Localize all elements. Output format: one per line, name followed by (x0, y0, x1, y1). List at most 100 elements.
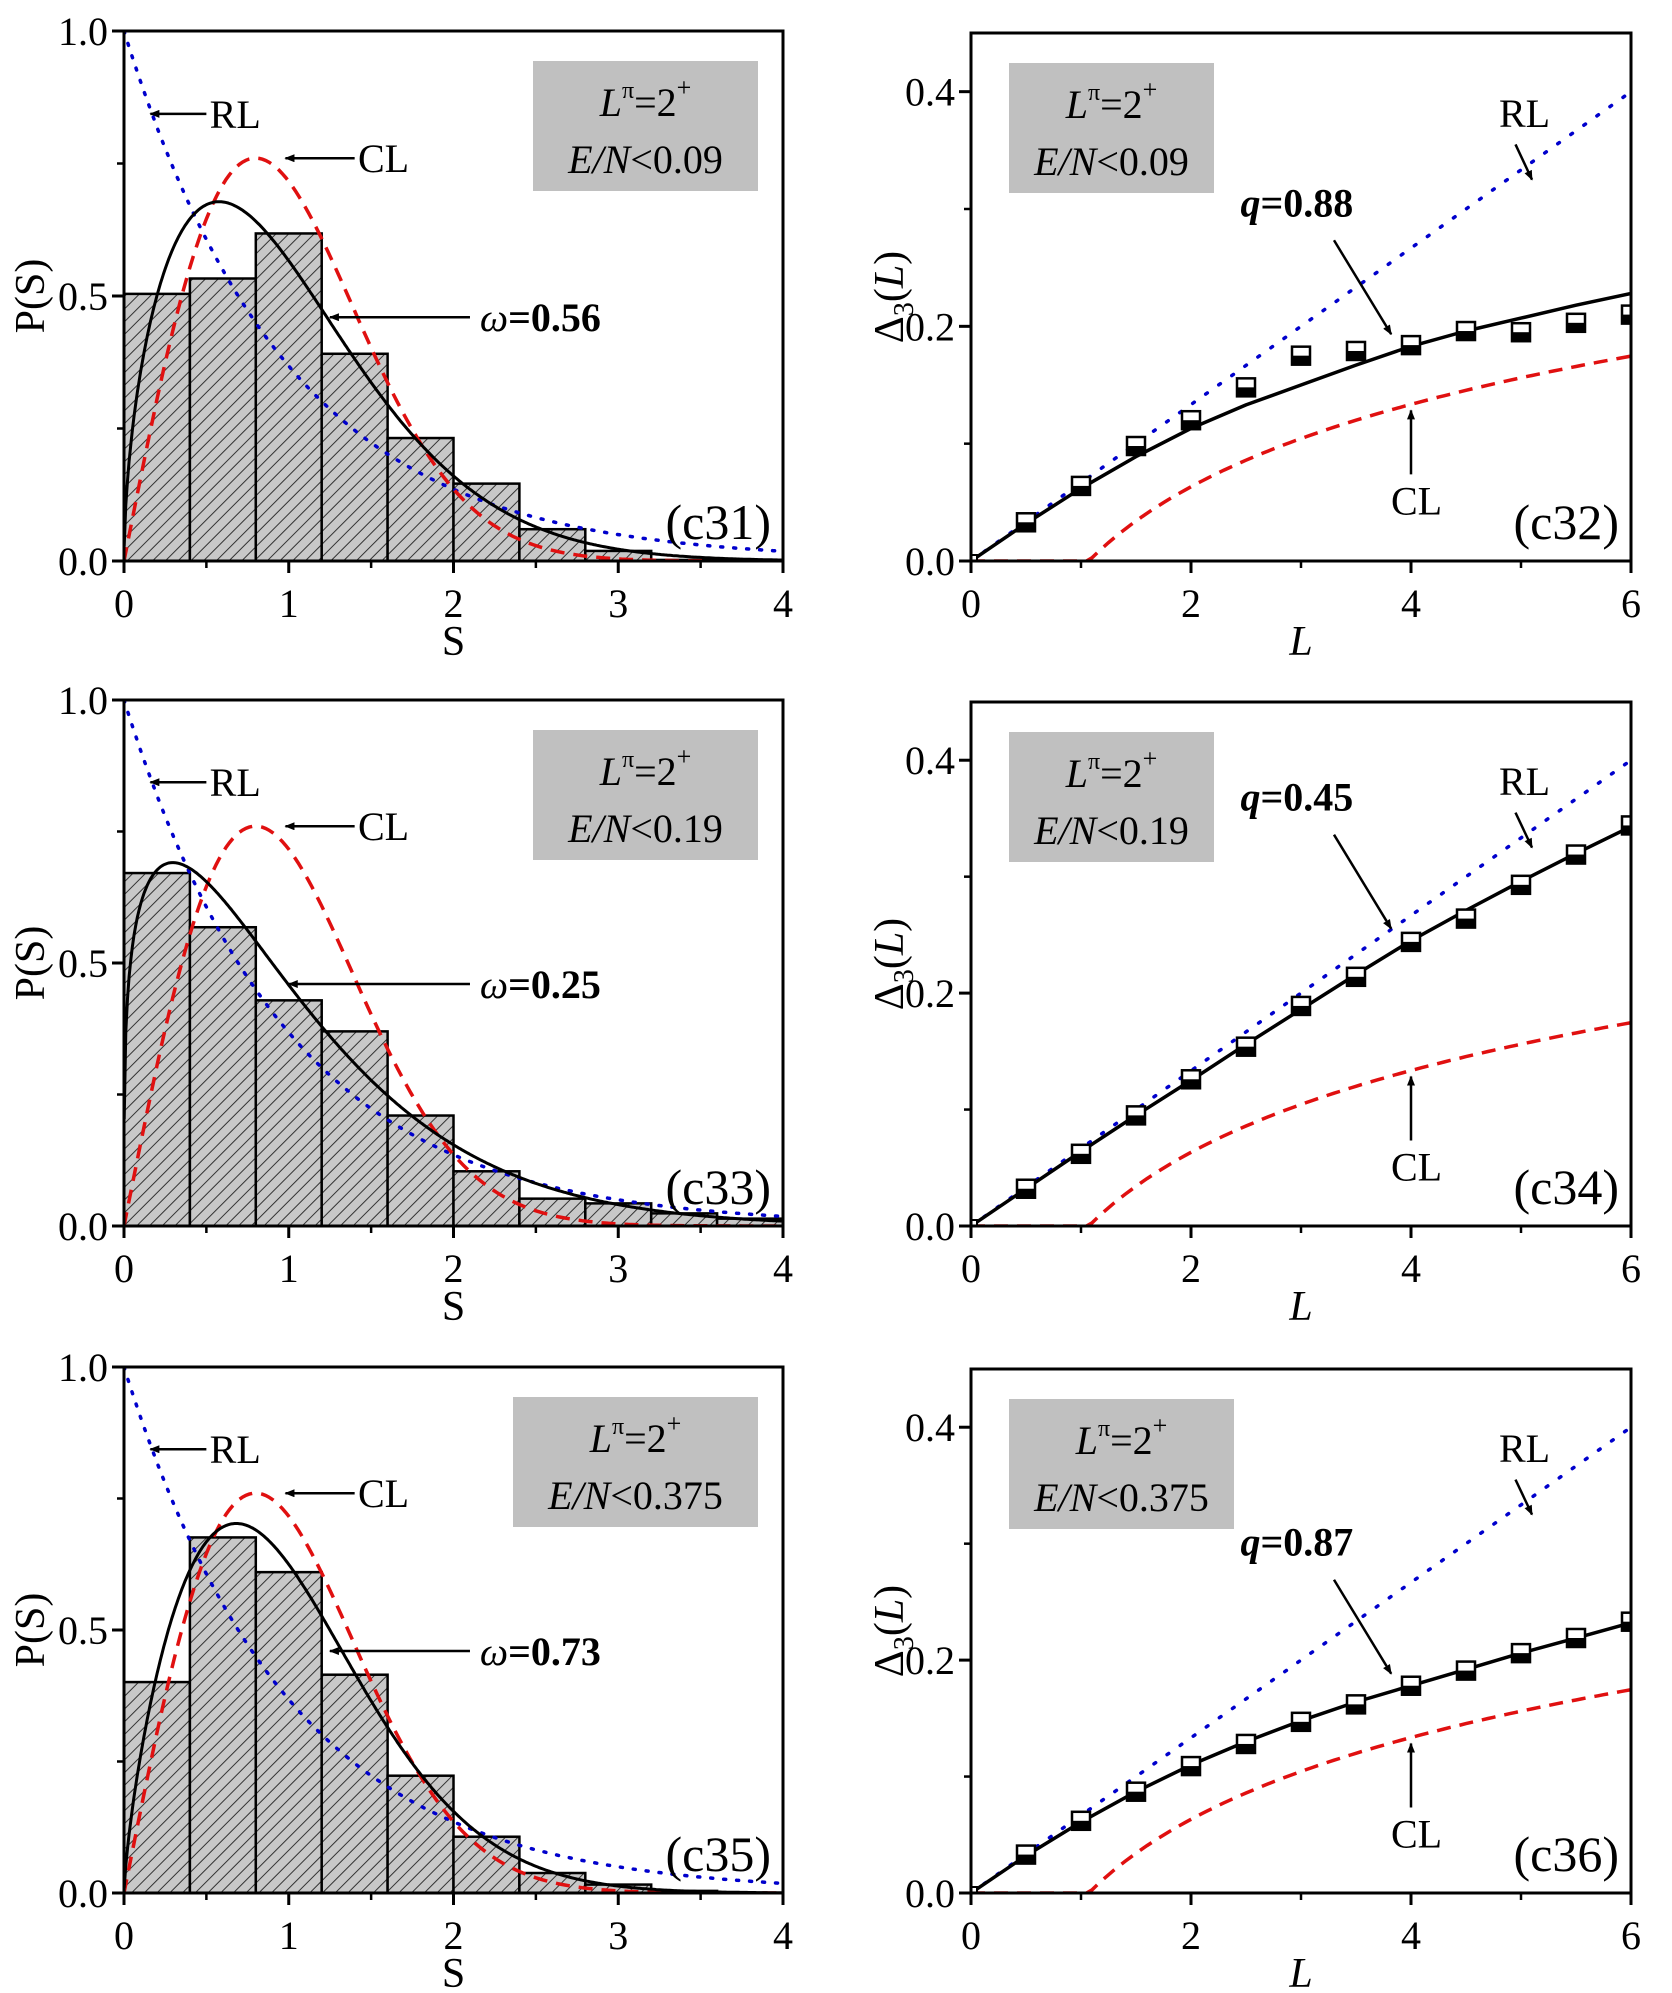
cl-label: CL (358, 804, 409, 849)
data-point (1235, 377, 1257, 398)
y-tick-label: 1.0 (58, 678, 108, 723)
data-point (1455, 908, 1477, 929)
info-box-background (1009, 63, 1214, 193)
histogram-bar (386, 436, 455, 561)
y-tick-label: 0.2 (905, 971, 955, 1016)
x-tick-label: 4 (1401, 581, 1421, 626)
x-tick-label: 4 (1401, 1913, 1421, 1958)
data-point (1180, 1755, 1202, 1777)
x-axis-title: L (1288, 1284, 1312, 1330)
info-box-background (533, 730, 758, 860)
data-point (1125, 1105, 1147, 1126)
histogram-bar (386, 1774, 455, 1893)
rl-poisson-curve (124, 700, 783, 1219)
rl-label: RL (210, 92, 261, 137)
data-point (1400, 334, 1422, 356)
marker-fill (1567, 854, 1585, 864)
data-point (1455, 320, 1477, 342)
data-point (1620, 304, 1631, 325)
origin-marker (971, 554, 978, 561)
histogram-bar (188, 277, 258, 561)
marker-fill (1182, 420, 1200, 430)
angular-momentum-parity-label: Lπ=2+ (1075, 1411, 1168, 1463)
data-point (1565, 844, 1587, 865)
marker-fill (1512, 1653, 1530, 1663)
histogram-bar (254, 1570, 323, 1893)
x-tick-label: 0 (961, 581, 981, 626)
data-point (1400, 1675, 1422, 1696)
rl-delta3-line (971, 89, 1631, 561)
data-point (1125, 435, 1147, 457)
origin-marker (971, 1219, 978, 1226)
marker-fill (1017, 1854, 1035, 1864)
angular-momentum-parity-label: Lπ=2+ (1065, 75, 1158, 127)
data-point (1180, 409, 1202, 431)
energy-cutoff-label: E/N<0.09 (1033, 139, 1189, 184)
marker-fill (1567, 1637, 1585, 1647)
x-axis-title: S (442, 1951, 465, 1993)
angular-momentum-parity-label: Lπ=2+ (599, 73, 692, 125)
omega-label: ω=0.25 (480, 962, 601, 1007)
histogram-bar (386, 1114, 455, 1226)
histogram-bar (452, 482, 521, 561)
y-axis-title: Δ3(L) (867, 251, 920, 343)
marker-fill (1402, 345, 1420, 355)
x-tick-label: 4 (773, 1246, 793, 1291)
data-point (1070, 475, 1092, 497)
info-box-background (1009, 1399, 1234, 1529)
data-point (1345, 1694, 1367, 1715)
marker-fill (1402, 941, 1420, 951)
panel-c35: 0 1 2 3 4 0.0 0.5 1.0 S P(S) Lπ=2+ E/N<0.375 (c35) RL… (8, 1345, 793, 1993)
angular-momentum-parity-label: Lπ=2+ (599, 742, 692, 794)
histogram-bar (452, 1170, 521, 1226)
y-axis-title: Δ3(L) (867, 918, 920, 1010)
cl-label: CL (358, 1471, 409, 1516)
histogram-bar (452, 1835, 521, 1893)
data-point (1400, 931, 1422, 953)
x-tick-label: 2 (444, 1913, 464, 1958)
rl-label: RL (210, 1427, 261, 1472)
y-tick-label: 0.0 (905, 1871, 955, 1916)
data-point (1345, 340, 1367, 362)
data-point (1235, 1733, 1257, 1755)
data-point (1620, 1611, 1631, 1632)
marker-fill (1457, 918, 1475, 928)
marker-fill (1017, 522, 1035, 532)
info-box: Lπ=2+ E/N<0.19 (1009, 732, 1214, 862)
marker-fill (1512, 884, 1530, 894)
histogram-bar (518, 1197, 587, 1226)
rl-delta3-line (971, 758, 1631, 1226)
marker-fill (1457, 1670, 1475, 1680)
x-tick-label: 2 (444, 1246, 464, 1291)
marker-fill (1017, 1188, 1035, 1198)
rl-arrow (1514, 1479, 1534, 1516)
data-point (1565, 312, 1587, 334)
data-point (1015, 1844, 1037, 1865)
histogram-bar (320, 1030, 389, 1226)
plot-area (124, 1367, 783, 1893)
info-box: Lπ=2+ E/N<0.09 (533, 61, 758, 191)
x-tick-label: 4 (1401, 1246, 1421, 1291)
marker-fill (1237, 1743, 1255, 1753)
data-point (1125, 1781, 1147, 1802)
data-point (1290, 345, 1312, 366)
histogram-bar (254, 999, 323, 1226)
energy-cutoff-label: E/N<0.09 (567, 137, 723, 182)
data-point (1455, 1660, 1477, 1681)
origin-marker (971, 1886, 978, 1893)
marker-fill (1347, 350, 1365, 360)
marker-fill (1457, 331, 1475, 341)
plot-area (124, 700, 783, 1226)
info-box: Lπ=2+ E/N<0.375 (513, 1397, 758, 1527)
data-point (1510, 874, 1532, 896)
energy-cutoff-label: E/N<0.375 (547, 1473, 723, 1518)
panel-label: (c31) (666, 494, 772, 550)
brody-fit-curve (124, 1522, 782, 1893)
panel-c33: 0 1 2 3 4 0.0 0.5 1.0 S P(S) Lπ=2+ E/N<0.19 (c33) RL C… (8, 678, 793, 1330)
data-point (1070, 1143, 1092, 1165)
data-point (1070, 1810, 1092, 1832)
x-tick-label: 0 (114, 1913, 134, 1958)
cl-label: CL (1391, 1812, 1442, 1857)
marker-fill (1622, 1621, 1631, 1631)
x-tick-label: 0 (114, 1246, 134, 1291)
